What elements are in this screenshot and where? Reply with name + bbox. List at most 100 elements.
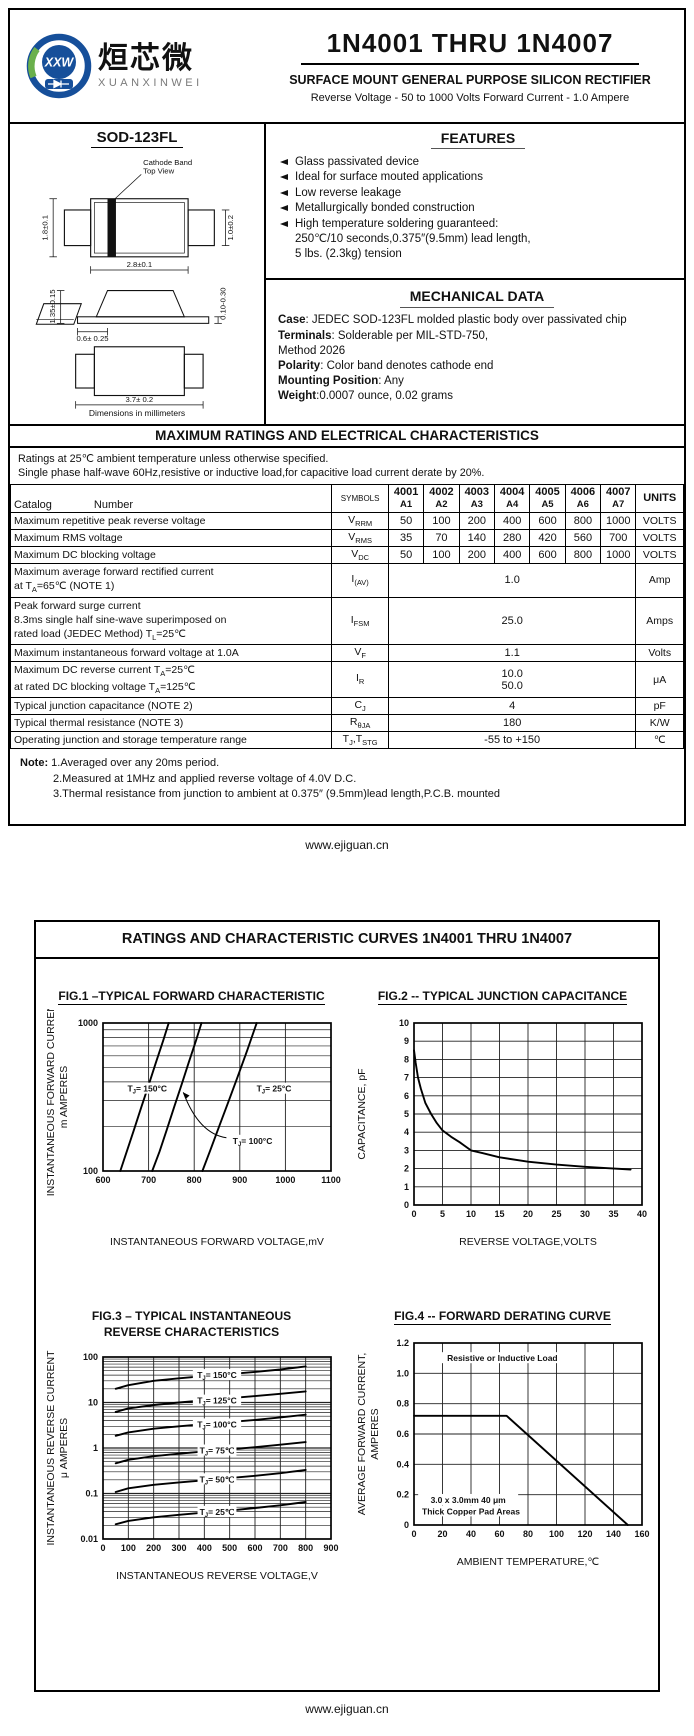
svg-text:m AMPERES: m AMPERES (58, 1066, 70, 1128)
mechanical-lines: Case: JEDEC SOD-123FL molded plastic bod… (278, 313, 676, 404)
col-header-catalog: Catalog Number (9, 484, 333, 513)
svg-text:1000: 1000 (77, 1018, 97, 1028)
svg-text:15: 15 (494, 1209, 504, 1219)
series-Tj=150C (118, 1022, 170, 1172)
figure-1: FIG.1 –TYPICAL FORWARD CHARACTERISTIC 60… (41, 989, 343, 1253)
symbol-cell: I(AV) (331, 563, 389, 598)
svg-text:INSTANTANEOUS REVERSE CURRENT: INSTANTANEOUS REVERSE CURRENT (45, 1350, 57, 1546)
symbol-cell: IR (331, 661, 389, 698)
note-line: 2.Measured at 1MHz and applied reverse v… (53, 772, 357, 785)
svg-text:CAPACITANCE, pF: CAPACITANCE, pF (356, 1068, 368, 1159)
symbol-cell: TJ,TSTG (331, 731, 389, 750)
bullet-arrow-icon (280, 220, 288, 227)
table-row: Operating junction and storage temperatu… (9, 731, 684, 750)
value-cell: 140 (458, 528, 495, 547)
mech-line: Terminals: Solderable per MIL-STD-750, (278, 329, 489, 342)
cathode-band-note: Cathode Band (143, 158, 192, 167)
svg-text:25: 25 (551, 1209, 561, 1219)
value-cell: 280 (493, 528, 531, 547)
ratings-conditions: Ratings at 25℃ ambient temperature unles… (10, 448, 684, 484)
col-header-model: 4001 A1 (387, 484, 425, 513)
svg-text:700: 700 (141, 1175, 156, 1185)
value-cell: 1000 (600, 545, 637, 565)
svg-text:1.2: 1.2 (396, 1338, 409, 1348)
param-cell: Maximum RMS voltage (9, 528, 333, 547)
col-header-model: 4003 A3 (458, 484, 495, 513)
param-cell: Maximum repetitive peak reverse voltage (9, 511, 333, 530)
unit-cell: K/W (635, 713, 684, 733)
value-cell: 180 (387, 713, 637, 733)
symbol-cell: RθJA (331, 713, 389, 733)
value-cell: 100 (423, 511, 460, 530)
value-cell: 1.1 (387, 644, 637, 663)
series-Tj=25C (200, 1022, 258, 1172)
value-cell: 800 (564, 511, 602, 530)
svg-text:4: 4 (403, 1127, 408, 1137)
symbol-cell: VF (331, 644, 389, 663)
figure-3: FIG.3 – TYPICAL INSTANTANEOUS REVERSE CHA… (41, 1309, 343, 1587)
svg-text:100: 100 (120, 1543, 135, 1553)
features-section: FEATURES Glass passivated device Ideal fo… (266, 124, 684, 280)
table-row: Maximum DC reverse current TA=25℃ at rate… (9, 661, 684, 698)
package-and-features-section: SOD-123FL (10, 122, 684, 424)
mechanical-data-section: MECHANICAL DATA Case: JEDEC SOD-123FL mo… (266, 280, 684, 405)
value-cell: 100 (423, 545, 460, 565)
mech-line: Weight:0.0007 ounce, 0.02 grams (278, 390, 453, 403)
value-cell: 50 (387, 511, 425, 530)
figure-4-title: FIG.4 -- FORWARD DERATING CURVE (394, 1309, 611, 1326)
logo-icon: XXW (26, 33, 92, 99)
bullet-arrow-icon (280, 174, 288, 181)
features-heading: FEATURES (430, 130, 526, 149)
svg-text:0.1: 0.1 (85, 1489, 98, 1499)
svg-text:XXW: XXW (44, 56, 75, 70)
svg-text:160: 160 (634, 1529, 649, 1539)
value-cell: 1000 (600, 511, 637, 530)
svg-text:TJ= 100°C: TJ= 100°C (232, 1136, 272, 1148)
symbol-cell: IFSM (331, 596, 389, 646)
feature-item: High temperature soldering guaranteed: (280, 217, 676, 232)
svg-text:3.0 x 3.0mm 40 μm: 3.0 x 3.0mm 40 μm (430, 1495, 506, 1505)
svg-text:10: 10 (87, 1398, 97, 1408)
unit-cell: VOLTS (635, 511, 684, 530)
svg-text:400: 400 (196, 1543, 211, 1553)
page-2: RATINGS AND CHARACTERISTIC CURVES 1N4001… (34, 920, 660, 1692)
value-cell: 50 (387, 545, 425, 565)
feature-text: Glass passivated device (295, 156, 420, 168)
table-row: Typical thermal resistance (NOTE 3) RθJA 1… (9, 713, 684, 733)
svg-text:AVERAGE FORWARD CURRENT,: AVERAGE FORWARD CURRENT, (356, 1353, 368, 1516)
figure-2: FIG.2 -- TYPICAL JUNCTION CAPACITANCE 0 5… (352, 989, 654, 1253)
svg-text:900: 900 (323, 1543, 338, 1553)
svg-text:0: 0 (403, 1200, 408, 1210)
value-cell: 400 (493, 511, 531, 530)
param-cell: Maximum DC reverse current TA=25℃ at rate… (9, 661, 333, 698)
charts-grid: FIG.1 –TYPICAL FORWARD CHARACTERISTIC 60… (36, 989, 658, 1587)
table-header-row: Catalog Number SYMBOLS 4001 A1 4002 A2 4003 A3 40… (9, 484, 684, 513)
svg-text:800: 800 (186, 1175, 201, 1185)
svg-text:Resistive or Inductive Load: Resistive or Inductive Load (447, 1353, 558, 1363)
svg-text:700: 700 (272, 1543, 287, 1553)
figure-title-text: FIG.1 –TYPICAL FORWARD CHARACTERISTIC (58, 989, 325, 1005)
param-cell: Typical thermal resistance (NOTE 3) (9, 713, 333, 733)
mech-line: Polarity: Color band denotes cathode end (278, 359, 494, 372)
value-cell: 560 (564, 528, 602, 547)
svg-text:TJ= 75℃: TJ= 75℃ (199, 1446, 234, 1458)
svg-text:INSTANTANEOUS REVERSE VOLTAGE,: INSTANTANEOUS REVERSE VOLTAGE,V (116, 1570, 318, 1582)
svg-text:AMBIENT TEMPERATURE,℃: AMBIENT TEMPERATURE,℃ (456, 1556, 599, 1568)
mech-line: Case: JEDEC SOD-123FL molded plastic bod… (278, 314, 627, 327)
package-drawing-panel: SOD-123FL (10, 124, 266, 424)
table-row: Maximum DC blocking voltage VDC 50 100 200 40… (9, 545, 684, 565)
svg-text:INSTANTANEOUS FORWARD VOLTAGE,: INSTANTANEOUS FORWARD VOLTAGE,mV (110, 1236, 324, 1248)
note-line: Note: 1.Averaged over any 20ms period. (20, 757, 220, 770)
unit-cell: VOLTS (635, 528, 684, 547)
figure-title-text: FIG.3 – TYPICAL INSTANTANEOUS (91, 1309, 292, 1323)
title-block: 1N4001 THRU 1N4007 SURFACE MOUNT GENERAL… (262, 28, 684, 104)
figure-2-title: FIG.2 -- TYPICAL JUNCTION CAPACITANCE (377, 989, 628, 1006)
unit-cell: μA (635, 661, 684, 698)
svg-text:35: 35 (608, 1209, 618, 1219)
feature-item: Metallurgically bonded construction (280, 201, 676, 216)
unit-cell: Amp (635, 563, 684, 598)
table-row: Maximum RMS voltage VRMS 35 70 140 280 420 560 7… (9, 528, 684, 547)
svg-text:TJ= 25℃: TJ= 25℃ (199, 1507, 234, 1519)
reverse-characteristics-chart: 0 100 200 300 400 500 600 700 800 900 0.01 0.1 1 10 10… (45, 1350, 339, 1582)
